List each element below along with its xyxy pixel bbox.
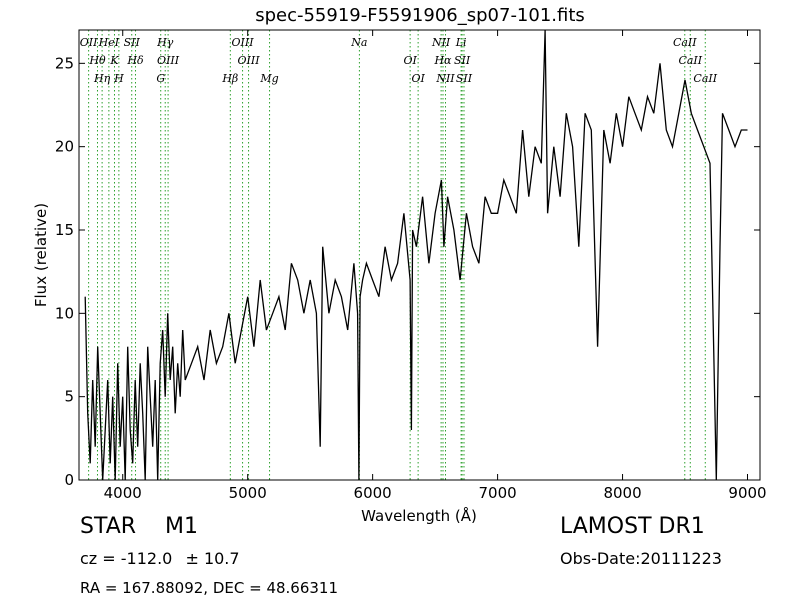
line-label: Hθ [88, 54, 106, 67]
y-axis-label: Flux (relative) [32, 203, 50, 307]
line-label: Hγ [156, 36, 174, 49]
line-label: G [156, 72, 165, 85]
coordinates: RA = 167.88092, DEC = 48.66311 [80, 579, 339, 597]
line-label: Hβ [221, 72, 238, 85]
object-class: STAR M1 [80, 514, 198, 539]
y-tick-label: 15 [55, 221, 74, 239]
y-tick-label: 10 [55, 304, 74, 322]
cz-error: ± 10.7 [185, 549, 240, 568]
line-label: Na [350, 36, 367, 49]
line-label: OI [411, 72, 425, 85]
line-label: CaII [673, 36, 697, 49]
survey-name: LAMOST DR1 [560, 514, 705, 539]
x-tick-label: 8000 [603, 484, 641, 502]
cz-text: cz = -112.0 [80, 549, 173, 568]
line-label: Hδ [126, 54, 144, 67]
line-labels: OIIHθHηHeIKHSIIHδGHγOIIIHβOIIIOIIIMgNaOI… [80, 36, 718, 85]
line-label: OI [403, 54, 417, 67]
x-tick-label: 4000 [104, 484, 142, 502]
line-label: NII [431, 36, 451, 49]
y-tick-label: 5 [64, 388, 74, 406]
y-tick-label: 0 [64, 471, 74, 489]
spectrum-line [84, 29, 748, 481]
y-tick-label: 25 [55, 54, 74, 72]
line-label: OIII [238, 54, 261, 67]
line-label: Mg [259, 72, 278, 85]
y-tick-label: 20 [55, 138, 74, 156]
line-markers [88, 30, 706, 480]
line-label: OII [80, 36, 98, 49]
line-label: HeI [98, 36, 120, 49]
x-tick-label: 7000 [479, 484, 517, 502]
line-label: K [109, 54, 119, 67]
plot-frame [78, 29, 761, 481]
x-tick-label: 9000 [728, 484, 766, 502]
line-label: CaII [693, 72, 717, 85]
line-label: SII [456, 72, 473, 85]
line-label: SII [454, 54, 471, 67]
subclass-text: M1 [165, 514, 199, 539]
line-label: Hη [93, 72, 111, 85]
x-axis-label: Wavelength (Å) [361, 506, 477, 525]
line-label: SII [124, 36, 141, 49]
cz-value: cz = -112.0 ± 10.7 [80, 549, 240, 568]
line-label: H [113, 72, 124, 85]
line-label: OIII [232, 36, 255, 49]
line-label: Hα [433, 54, 452, 67]
object-class-text: STAR [80, 514, 137, 539]
line-label: Li [455, 36, 467, 49]
x-tick-label: 6000 [354, 484, 392, 502]
obs-date: Obs-Date:20111223 [560, 549, 722, 568]
line-label: NII [435, 72, 455, 85]
axis-ticks: 4000 5000 6000 7000 8000 9000 0 5 10 15 20 25 [55, 30, 767, 502]
chart-title: spec-55919-F5591906_sp07-101.fits [255, 5, 585, 26]
line-label: CaII [678, 54, 702, 67]
line-label: OIII [157, 54, 180, 67]
x-tick-label: 5000 [229, 484, 267, 502]
